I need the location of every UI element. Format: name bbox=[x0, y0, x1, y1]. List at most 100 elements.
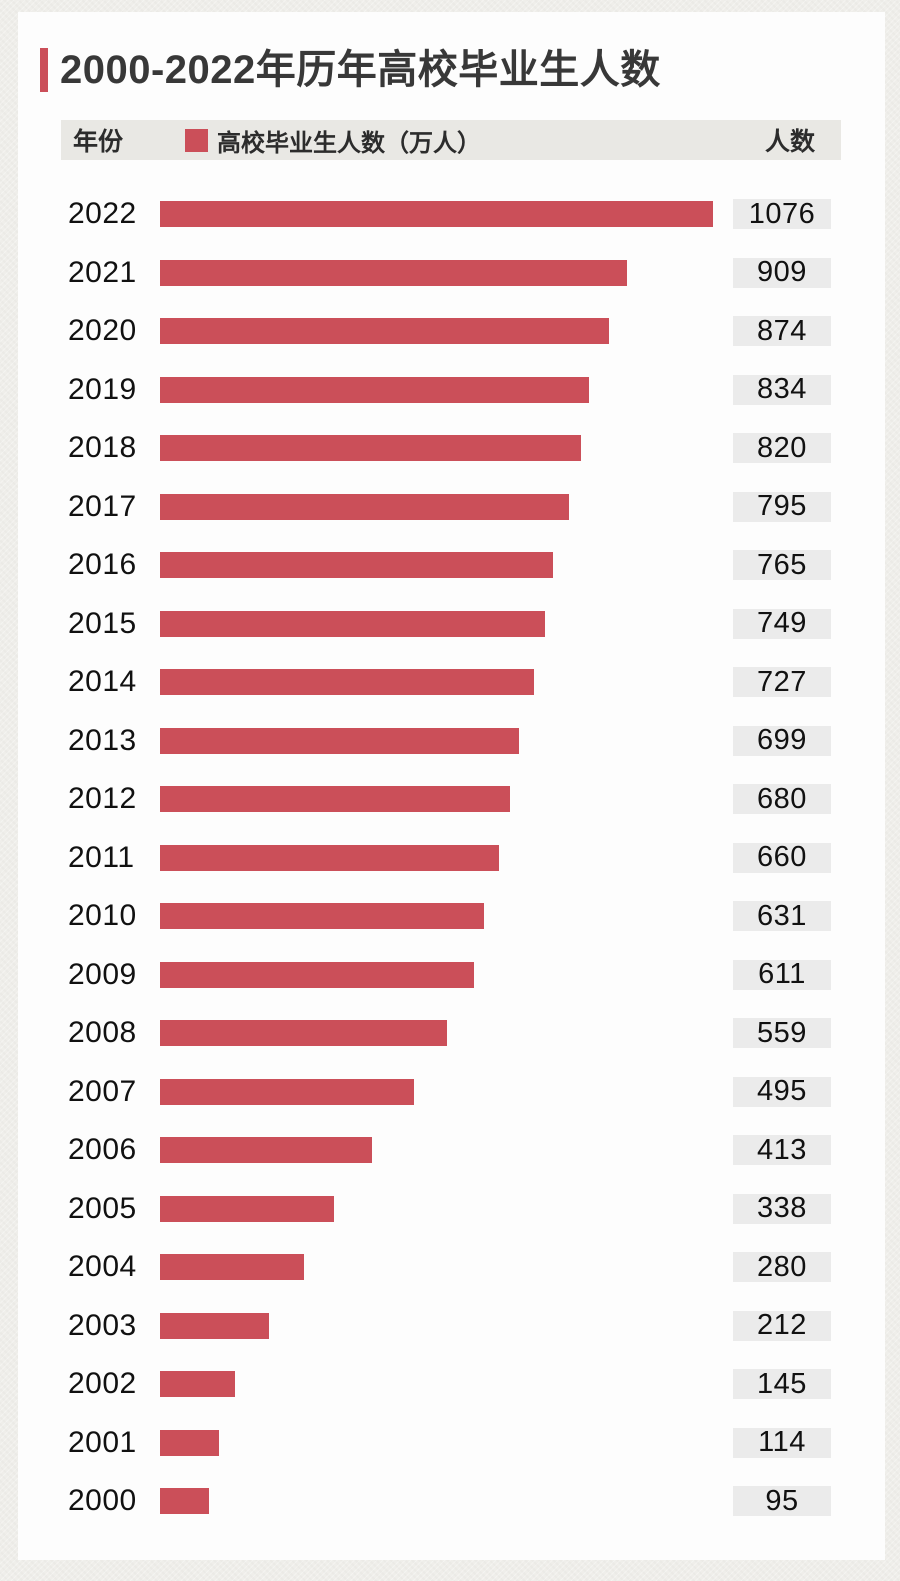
year-label: 2010 bbox=[68, 899, 137, 933]
value-badge: 280 bbox=[733, 1251, 831, 1283]
year-column-header: 年份 bbox=[73, 128, 124, 156]
value-badge: 611 bbox=[733, 958, 831, 990]
chart-row: 2021 909 bbox=[18, 244, 885, 303]
chart-card: 2000-2022年历年高校毕业生人数 年份 高校毕业生人数（万人） 人数 20… bbox=[18, 12, 885, 1560]
year-label: 2011 bbox=[68, 840, 135, 874]
value-badge: 114 bbox=[733, 1426, 831, 1458]
bar-track bbox=[160, 903, 733, 930]
value-badge: 749 bbox=[733, 607, 831, 639]
bar-track bbox=[160, 259, 733, 286]
year-label: 2014 bbox=[68, 665, 137, 699]
bar-track bbox=[160, 1312, 733, 1339]
year-label: 2019 bbox=[68, 372, 137, 406]
bar-track bbox=[160, 1195, 733, 1222]
chart-row: 2014 727 bbox=[18, 653, 885, 712]
legend-swatch-icon bbox=[185, 128, 209, 152]
chart-row: 2011 660 bbox=[18, 829, 885, 888]
chart-row: 2020 874 bbox=[18, 302, 885, 361]
bar-track bbox=[160, 1078, 733, 1105]
bar bbox=[160, 1429, 219, 1456]
bar bbox=[160, 376, 589, 403]
bar-track bbox=[160, 844, 733, 871]
value-badge: 874 bbox=[733, 315, 831, 347]
chart-row: 2019 834 bbox=[18, 361, 885, 420]
chart-row: 2015 749 bbox=[18, 595, 885, 654]
chart-row: 2004 280 bbox=[18, 1238, 885, 1297]
year-label: 2003 bbox=[68, 1308, 137, 1342]
legend-label: 高校毕业生人数（万人） bbox=[217, 129, 482, 157]
bar bbox=[160, 1137, 372, 1164]
bar bbox=[160, 318, 609, 345]
chart-row: 2006 413 bbox=[18, 1121, 885, 1180]
bar bbox=[160, 1488, 209, 1515]
bar bbox=[160, 961, 474, 988]
bar bbox=[160, 610, 545, 637]
value-badge: 699 bbox=[733, 724, 831, 756]
year-label: 2017 bbox=[68, 489, 137, 523]
value-badge: 559 bbox=[733, 1017, 831, 1049]
bar bbox=[160, 552, 553, 579]
year-label: 2015 bbox=[68, 606, 137, 640]
year-label: 2008 bbox=[68, 1016, 137, 1050]
value-badge: 95 bbox=[733, 1485, 831, 1517]
bar bbox=[160, 1195, 334, 1222]
value-badge: 909 bbox=[733, 256, 831, 288]
chart-row: 2007 495 bbox=[18, 1063, 885, 1122]
value-badge: 795 bbox=[733, 490, 831, 522]
year-label: 2005 bbox=[68, 1191, 137, 1225]
chart-row: 2003 212 bbox=[18, 1297, 885, 1356]
chart-row: 2018 820 bbox=[18, 419, 885, 478]
value-badge: 413 bbox=[733, 1134, 831, 1166]
chart-row: 2008 559 bbox=[18, 1004, 885, 1063]
bar-track bbox=[160, 1020, 733, 1047]
title-accent-bar bbox=[40, 48, 48, 92]
bar-track bbox=[160, 435, 733, 462]
value-badge: 631 bbox=[733, 900, 831, 932]
chart-row: 2013 699 bbox=[18, 712, 885, 771]
year-label: 2013 bbox=[68, 723, 137, 757]
chart-row: 2001 114 bbox=[18, 1414, 885, 1473]
bar bbox=[160, 669, 534, 696]
year-label: 2012 bbox=[68, 782, 137, 816]
bar-track bbox=[160, 961, 733, 988]
bar bbox=[160, 1312, 269, 1339]
bar bbox=[160, 493, 569, 520]
bar bbox=[160, 259, 627, 286]
bar bbox=[160, 1371, 235, 1398]
bar-track bbox=[160, 1488, 733, 1515]
bar-track bbox=[160, 1254, 733, 1281]
bar-track bbox=[160, 552, 733, 579]
page-title: 2000-2022年历年高校毕业生人数 bbox=[60, 48, 661, 92]
bar-track bbox=[160, 201, 733, 228]
value-badge: 660 bbox=[733, 841, 831, 873]
bar bbox=[160, 201, 713, 228]
year-label: 2020 bbox=[68, 314, 137, 348]
value-column-header: 人数 bbox=[764, 128, 815, 156]
chart-row: 2017 795 bbox=[18, 478, 885, 537]
chart-row: 2002 145 bbox=[18, 1355, 885, 1414]
value-badge: 338 bbox=[733, 1192, 831, 1224]
bar bbox=[160, 727, 519, 754]
value-badge: 145 bbox=[733, 1368, 831, 1400]
year-label: 2018 bbox=[68, 431, 137, 465]
value-badge: 820 bbox=[733, 432, 831, 464]
bar bbox=[160, 786, 510, 813]
year-label: 2001 bbox=[68, 1425, 137, 1459]
bar-track bbox=[160, 610, 733, 637]
page-title-row: 2000-2022年历年高校毕业生人数 bbox=[40, 48, 885, 92]
bar bbox=[160, 1078, 414, 1105]
value-badge: 834 bbox=[733, 373, 831, 405]
bar-track bbox=[160, 318, 733, 345]
bar bbox=[160, 1020, 447, 1047]
bar bbox=[160, 844, 499, 871]
chart-row: 2009 611 bbox=[18, 946, 885, 1005]
bar-track bbox=[160, 727, 733, 754]
bar-track bbox=[160, 1371, 733, 1398]
chart-row: 2010 631 bbox=[18, 887, 885, 946]
bar-track bbox=[160, 1137, 733, 1164]
year-label: 2000 bbox=[68, 1484, 137, 1518]
table-header: 年份 高校毕业生人数（万人） 人数 bbox=[61, 120, 841, 160]
value-badge: 495 bbox=[733, 1075, 831, 1107]
year-label: 2006 bbox=[68, 1133, 137, 1167]
bar bbox=[160, 435, 581, 462]
